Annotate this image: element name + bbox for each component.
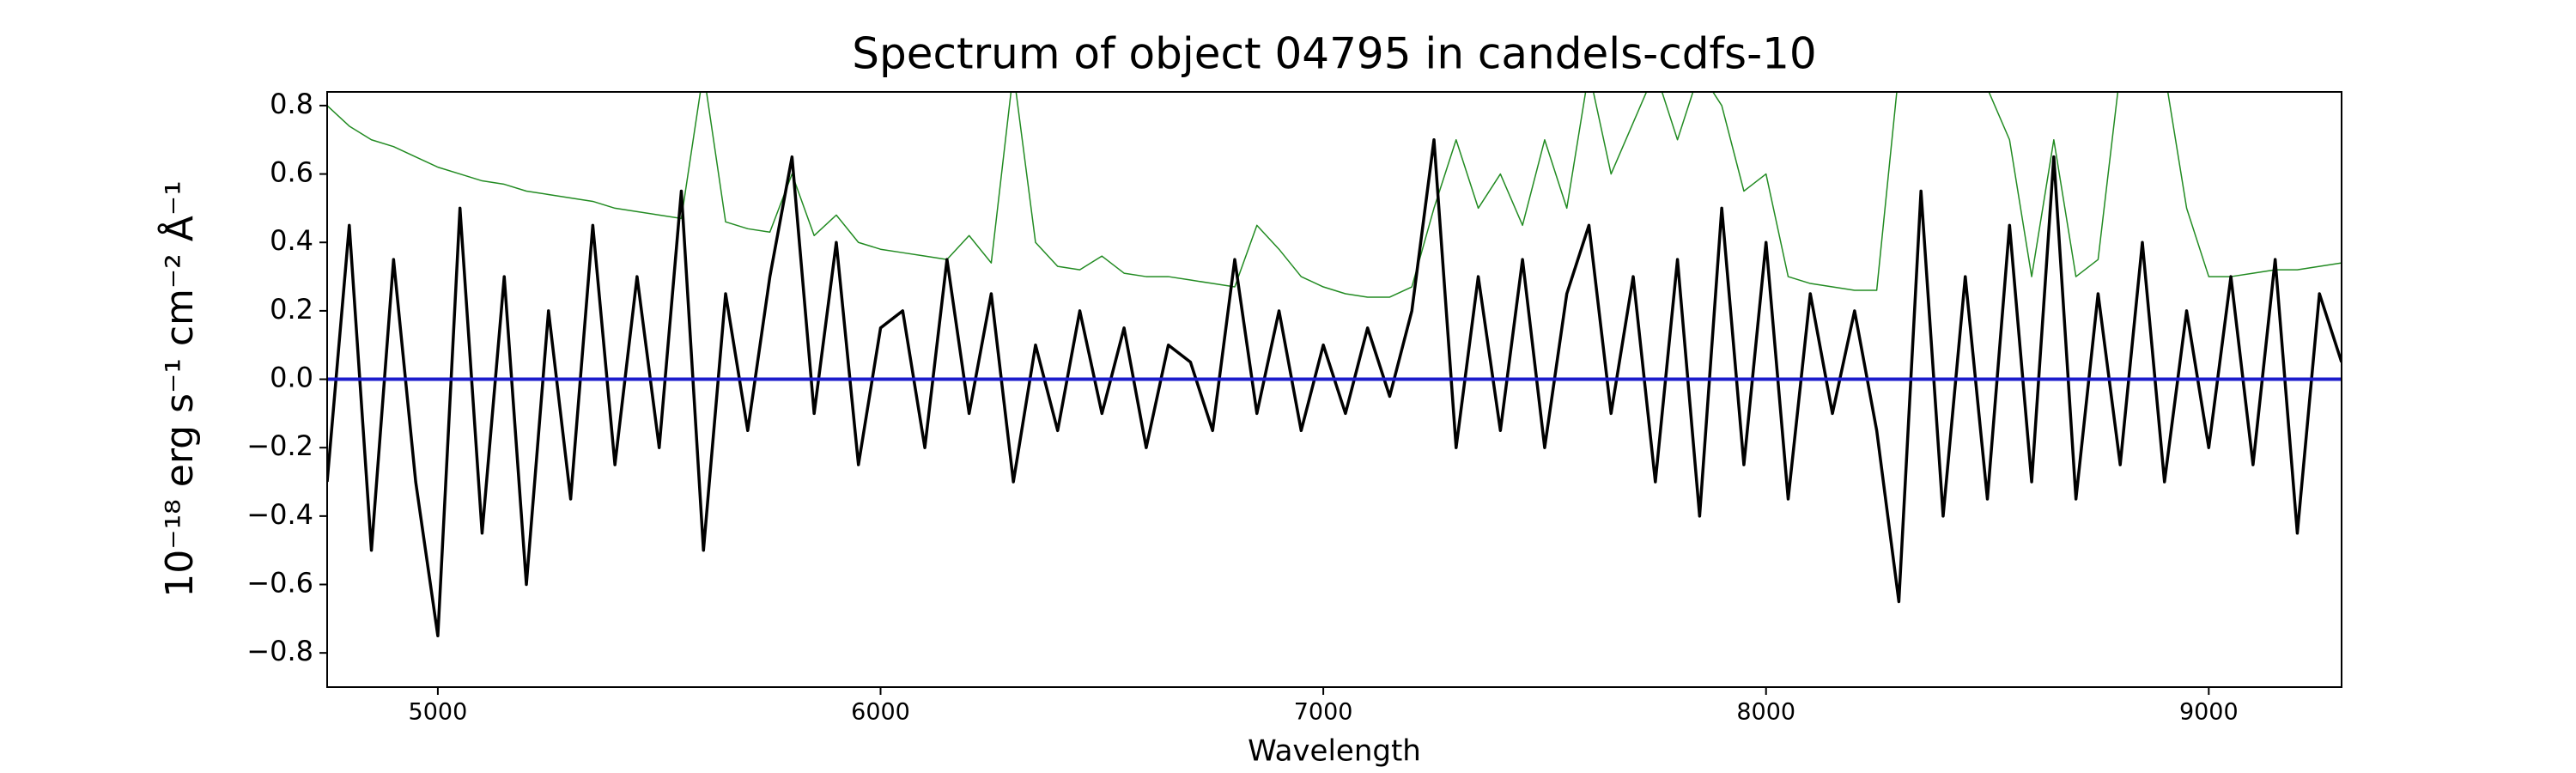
- x-axis-label: Wavelength: [1248, 734, 1421, 769]
- y-tick-label: 0.8: [270, 88, 313, 120]
- plot-frame: [326, 91, 2342, 688]
- y-tick-label: 0.2: [270, 293, 313, 326]
- y-tick-label: 0.0: [270, 362, 313, 394]
- y-tick-label: −0.2: [246, 429, 313, 462]
- chart-title: Spectrum of object 04795 in candels-cdfs…: [852, 29, 1817, 79]
- series-line: [327, 138, 2342, 638]
- x-tick-label: 8000: [1736, 699, 1795, 726]
- x-tick-label: 9000: [2179, 699, 2239, 726]
- x-tick-label: 7000: [1294, 699, 1353, 726]
- series-line: [327, 92, 2342, 298]
- x-tick-label: 5000: [409, 699, 468, 726]
- y-axis-label: 10⁻¹⁸ erg s⁻¹ cm⁻² Å⁻¹: [156, 180, 202, 597]
- plot-area: [327, 92, 2342, 638]
- y-tick-label: −0.8: [246, 635, 313, 667]
- y-tick-label: −0.4: [246, 498, 313, 531]
- y-tick-label: 0.4: [270, 224, 313, 257]
- x-tick-label: 6000: [851, 699, 910, 726]
- y-tick-label: −0.6: [246, 567, 313, 600]
- y-tick-label: 0.6: [270, 156, 313, 189]
